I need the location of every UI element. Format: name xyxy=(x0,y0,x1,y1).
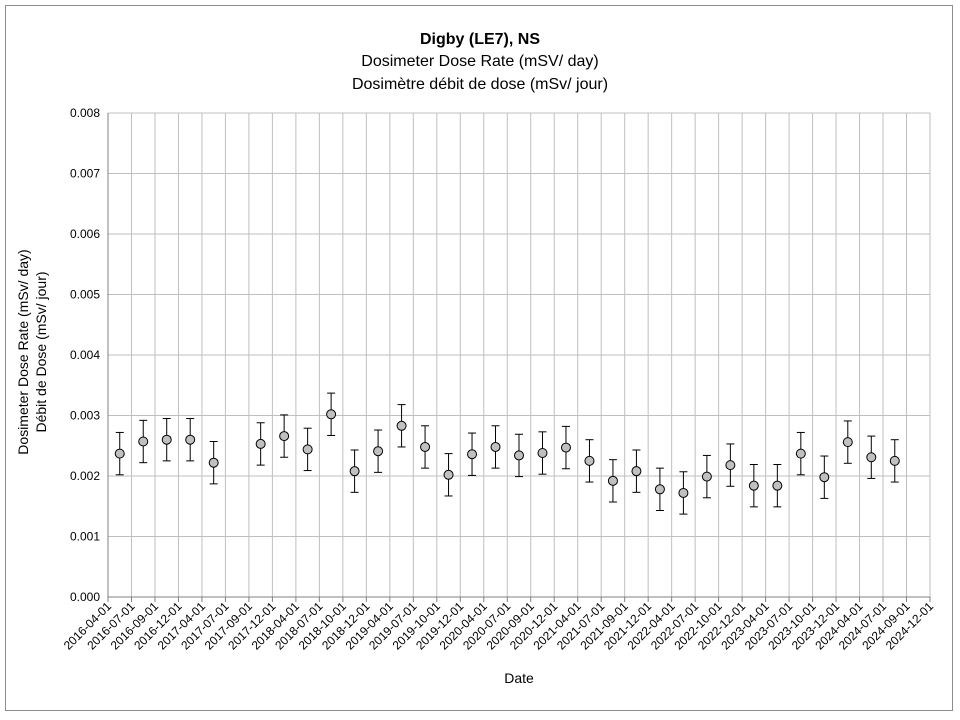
data-point xyxy=(396,420,407,431)
data-point xyxy=(114,448,125,459)
y-tick-label: 0.006 xyxy=(70,227,100,241)
chart-subtitle-fr: Dosimètre débit de dose (mSv/ jour) xyxy=(352,76,608,93)
x-axis-label: Date xyxy=(504,670,534,686)
chart-frame xyxy=(5,5,953,711)
data-point xyxy=(138,436,149,447)
plot-area: 0.000 0.001 0.002 0.003 0.004 0.005 0.006 0.007… xyxy=(61,106,937,653)
data-point xyxy=(185,434,196,445)
data-point xyxy=(772,480,783,491)
chart-title: Digby (LE7), NS xyxy=(420,31,540,48)
data-point xyxy=(537,448,548,459)
data-point xyxy=(678,487,689,498)
data-point xyxy=(349,466,360,477)
data-point xyxy=(889,455,900,466)
data-point xyxy=(819,472,830,483)
data-point xyxy=(326,409,337,420)
data-point xyxy=(748,480,759,491)
data-point xyxy=(654,484,665,495)
data-point xyxy=(161,434,172,445)
chart-subtitle-en: Dosimeter Dose Rate (mSV/ day) xyxy=(361,53,598,70)
data-point xyxy=(607,475,618,486)
data-point xyxy=(373,446,384,457)
data-point xyxy=(701,471,712,482)
data-point xyxy=(420,441,431,452)
y-tick-label: 0.008 xyxy=(70,106,100,120)
data-point xyxy=(866,452,877,463)
data-point xyxy=(584,455,595,466)
y-tick-label: 0.000 xyxy=(70,590,100,604)
y-tick-label: 0.003 xyxy=(70,409,100,423)
y-axis-label-en: Dosimeter Dose Rate (mSv/ day) xyxy=(15,249,31,454)
y-tick-label: 0.007 xyxy=(70,167,100,181)
data-point xyxy=(279,431,290,442)
data-point xyxy=(795,448,806,459)
data-point xyxy=(490,441,501,452)
data-point xyxy=(467,449,478,460)
y-tick-label: 0.005 xyxy=(70,288,100,302)
data-point xyxy=(443,469,454,480)
y-tick-label: 0.004 xyxy=(70,348,100,362)
data-point xyxy=(725,460,736,471)
data-point xyxy=(842,437,853,448)
y-tick-label: 0.001 xyxy=(70,530,100,544)
data-point xyxy=(514,450,524,461)
data-point xyxy=(631,466,642,477)
data-point xyxy=(208,457,219,468)
y-axis-label-fr: Débit de Dose (mSv/ jour) xyxy=(33,271,49,432)
data-point xyxy=(560,442,571,453)
data-point xyxy=(302,444,313,455)
y-tick-label: 0.002 xyxy=(70,469,100,483)
data-point xyxy=(255,438,266,449)
